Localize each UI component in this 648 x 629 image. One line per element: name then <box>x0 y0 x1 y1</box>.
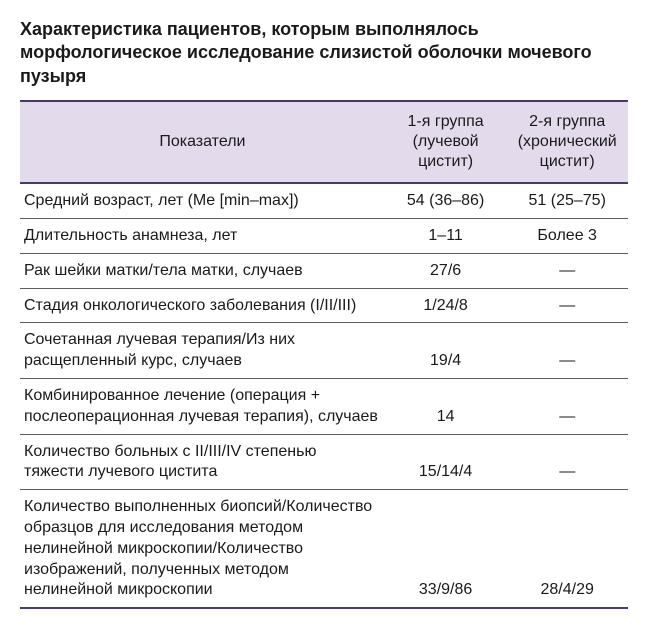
row-value-g2: — <box>506 253 628 288</box>
row-label: Количество больных с II/III/IV степенью … <box>20 434 385 490</box>
table-row: Стадия онкологического заболевания (I/II… <box>20 288 628 323</box>
row-label: Сочетанная лучевая терапия/Из них расщеп… <box>20 323 385 379</box>
row-value-g2: Более 3 <box>506 218 628 253</box>
row-value-g1: 33/9/86 <box>385 490 507 608</box>
row-value-g1: 1/24/8 <box>385 288 507 323</box>
row-value-g2: 51 (25–75) <box>506 183 628 218</box>
col-header-indicators: Показатели <box>20 101 385 183</box>
row-value-g1: 1–11 <box>385 218 507 253</box>
row-value-g1: 54 (36–86) <box>385 183 507 218</box>
table-header-row: Показатели 1-я группа (лучевой цистит) 2… <box>20 101 628 183</box>
row-label: Стадия онкологического заболевания (I/II… <box>20 288 385 323</box>
row-value-g1: 15/14/4 <box>385 434 507 490</box>
row-value-g1: 14 <box>385 378 507 434</box>
table-row: Комбинированное лечение (операция + посл… <box>20 378 628 434</box>
table-row: Рак шейки матки/тела матки, случаев 27/6… <box>20 253 628 288</box>
table-row: Количество выполненных биопсий/Количеств… <box>20 490 628 608</box>
row-label: Длительность анамнеза, лет <box>20 218 385 253</box>
patients-table: Показатели 1-я группа (лучевой цистит) 2… <box>20 100 628 609</box>
row-value-g2: — <box>506 378 628 434</box>
row-value-g2: — <box>506 434 628 490</box>
col-header-group2: 2-я группа (хронический цистит) <box>506 101 628 183</box>
row-label: Рак шейки матки/тела матки, случаев <box>20 253 385 288</box>
table-row: Количество больных с II/III/IV степенью … <box>20 434 628 490</box>
row-label: Средний возраст, лет (Me [min–max]) <box>20 183 385 218</box>
row-value-g1: 19/4 <box>385 323 507 379</box>
row-value-g2: — <box>506 323 628 379</box>
row-value-g2: 28/4/29 <box>506 490 628 608</box>
row-label: Комбинированное лечение (операция + посл… <box>20 378 385 434</box>
table-row: Сочетанная лучевая терапия/Из них расщеп… <box>20 323 628 379</box>
table-row: Средний возраст, лет (Me [min–max]) 54 (… <box>20 183 628 218</box>
row-value-g2: — <box>506 288 628 323</box>
table-title: Характеристика пациентов, которым выполн… <box>20 18 628 88</box>
table-row: Длительность анамнеза, лет 1–11 Более 3 <box>20 218 628 253</box>
document-page: Характеристика пациентов, которым выполн… <box>0 0 648 629</box>
row-label: Количество выполненных биопсий/Количеств… <box>20 490 385 608</box>
row-value-g1: 27/6 <box>385 253 507 288</box>
col-header-group1: 1-я группа (лучевой цистит) <box>385 101 507 183</box>
